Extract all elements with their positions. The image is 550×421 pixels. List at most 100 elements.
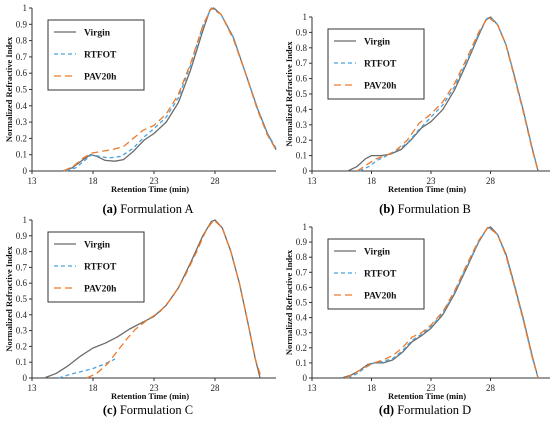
x-axis-title: Retention Time (min) [111, 184, 189, 194]
y-tick-label: 0 [303, 166, 308, 176]
y-axis-title: Normalized Refractive Index [284, 249, 294, 355]
y-tick-label: 1 [303, 222, 308, 232]
legend-label-virgin: Virgin [84, 29, 111, 39]
y-tick-label: 0.6 [16, 278, 28, 288]
x-tick-label: 13 [28, 383, 38, 393]
legend-label-pav20h: PAV20h [364, 292, 397, 302]
chart-panel-3: 0 0.1 0.2 0.3 0.4 0.5 0.6 0.7 0.8 0.9 1 13 18 23 28 Ret… [4, 215, 276, 417]
x-tick-label: 23 [427, 176, 437, 186]
chart-panel-4: 0 0.1 0.2 0.3 0.4 0.5 0.6 0.7 0.8 0.9 1 13 18 23 28 Ret… [284, 222, 550, 417]
y-tick-label: 0.6 [296, 282, 308, 292]
x-tick-label: 28 [211, 176, 221, 186]
legend: Virgin RTFOT PAV20h [327, 238, 425, 310]
y-tick-label: 0.5 [16, 85, 28, 95]
y-tick-label: 1 [23, 215, 28, 225]
y-tick-label: 0.2 [16, 133, 27, 143]
y-tick-label: 0.3 [296, 328, 308, 338]
y-tick-label: 0.4 [296, 104, 308, 114]
y-tick-label: 0.5 [296, 298, 308, 308]
y-tick-label: 0 [23, 373, 28, 383]
y-tick-label: 0 [303, 373, 308, 383]
legend-label-virgin: Virgin [364, 248, 391, 258]
x-tick-label: 18 [367, 176, 377, 186]
y-tick-label: 0.5 [16, 294, 28, 304]
y-tick-label: 0.1 [16, 150, 27, 160]
x-tick-label: 28 [211, 383, 221, 393]
y-tick-label: 1 [303, 12, 308, 22]
y-tick-label: 0.9 [16, 19, 28, 29]
x-tick-label: 13 [308, 383, 318, 393]
y-tick-label: 0.3 [296, 120, 308, 130]
figure-caption: (a) Formulation A [103, 202, 194, 216]
legend-label-pav20h: PAV20h [364, 82, 397, 92]
legend: Virgin RTFOT PAV20h [327, 28, 425, 100]
legend-label-virgin: Virgin [364, 38, 391, 48]
y-tick-label: 0.8 [16, 247, 28, 257]
y-tick-label: 0.3 [16, 117, 28, 127]
caption-label: (b) [379, 202, 394, 216]
legend-label-pav20h: PAV20h [84, 73, 117, 83]
y-tick-label: 0.3 [16, 326, 28, 336]
series-line-pav20h [356, 16, 539, 172]
x-axis-title: Retention Time (min) [388, 184, 466, 194]
y-axis-title: Normalized Refractive Index [4, 246, 14, 352]
y-tick-label: 0.7 [296, 267, 308, 277]
series-line-pav20h [345, 226, 539, 379]
y-axis-title: Normalized Refractive Index [284, 41, 294, 147]
chart-panel-2: 0 0.1 0.2 0.3 0.4 0.5 0.6 0.7 0.8 0.9 1 13 18 23 28 Ret… [284, 12, 550, 216]
y-tick-label: 0.4 [16, 310, 28, 320]
series-line-virgin [43, 219, 261, 379]
x-tick-label: 13 [308, 176, 318, 186]
caption-label: (c) [103, 403, 117, 417]
x-axis-title: Retention Time (min) [111, 391, 189, 401]
x-tick-label: 23 [150, 176, 160, 186]
legend-label-rtfot: RTFOT [84, 51, 117, 61]
y-tick-label: 0.2 [296, 343, 307, 353]
y-tick-label: 0.2 [16, 341, 27, 351]
y-tick-label: 0.7 [296, 58, 308, 68]
legend: Virgin RTFOT PAV20h [47, 19, 145, 91]
caption-title: Formulation B [394, 202, 470, 216]
y-tick-label: 0.1 [296, 358, 307, 368]
x-axis-title: Retention Time (min) [388, 391, 466, 401]
x-tick-label: 18 [367, 383, 377, 393]
series-line-pav20h [63, 7, 277, 172]
y-tick-label: 0.9 [16, 231, 28, 241]
caption-label: (a) [103, 202, 118, 216]
y-tick-label: 0.7 [16, 262, 28, 272]
figure-caption: (b) Formulation B [379, 202, 471, 216]
series-line-rtfot [58, 358, 116, 379]
x-tick-label: 18 [89, 176, 99, 186]
x-tick-label: 23 [150, 383, 160, 393]
x-tick-label: 28 [486, 176, 496, 186]
legend-label-rtfot: RTFOT [364, 60, 397, 70]
y-tick-label: 0.8 [296, 252, 308, 262]
y-tick-label: 0.6 [296, 74, 308, 84]
y-tick-label: 0 [23, 166, 28, 176]
chart-panel-1: 0 0.1 0.2 0.3 0.4 0.5 0.6 0.7 0.8 0.9 1 13 18 23 28 Ret… [4, 3, 277, 216]
y-tick-label: 0.6 [16, 68, 28, 78]
x-tick-label: 23 [427, 383, 437, 393]
caption-title: Formulation A [117, 202, 193, 216]
y-tick-label: 0.9 [296, 237, 308, 247]
x-tick-label: 13 [28, 176, 38, 186]
y-tick-label: 0.9 [296, 27, 308, 37]
legend-label-rtfot: RTFOT [84, 263, 117, 273]
y-tick-label: 0.4 [296, 313, 308, 323]
figure-caption: (c) Formulation C [103, 403, 193, 417]
x-tick-label: 28 [486, 383, 496, 393]
caption-label: (d) [379, 403, 394, 417]
y-tick-label: 0.4 [16, 101, 28, 111]
y-axis-title: Normalized Refractive Index [4, 36, 14, 142]
x-tick-label: 18 [89, 383, 99, 393]
legend-label-pav20h: PAV20h [84, 285, 117, 295]
caption-title: Formulation C [117, 403, 193, 417]
y-tick-label: 0.8 [296, 43, 308, 53]
legend: Virgin RTFOT PAV20h [47, 231, 145, 303]
y-tick-label: 0.2 [296, 135, 307, 145]
series-line-pav20h [86, 219, 263, 379]
y-tick-label: 0.8 [16, 36, 28, 46]
y-tick-label: 0.1 [296, 151, 307, 161]
y-tick-label: 1 [23, 3, 28, 13]
